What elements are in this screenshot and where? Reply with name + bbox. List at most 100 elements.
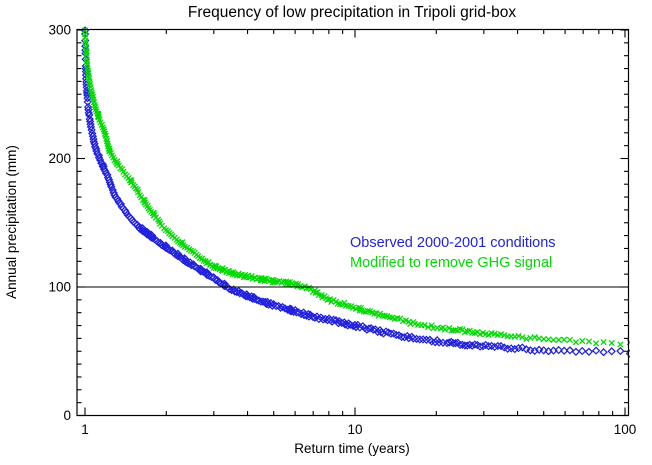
x-axis-label: Return time (years) — [294, 441, 410, 456]
x-marker — [150, 209, 158, 217]
diamond-marker — [493, 341, 502, 351]
diamond-marker — [409, 334, 418, 343]
x-marker — [550, 336, 557, 344]
diamond-marker — [287, 306, 296, 316]
legend-observed-label: Observed 2000-2001 conditions — [350, 235, 556, 251]
diamond-marker — [173, 252, 183, 261]
x-marker — [579, 337, 586, 345]
x-marker — [585, 338, 593, 345]
x-marker — [555, 336, 562, 343]
diamond-marker — [392, 330, 401, 340]
diamond-marker — [381, 327, 391, 336]
diamond-marker — [271, 301, 281, 311]
diamond-marker — [234, 286, 243, 296]
diamond-marker — [369, 325, 378, 334]
x-marker — [424, 323, 432, 331]
diamond-marker — [578, 346, 587, 356]
diamond-marker — [323, 316, 332, 325]
axis-tick-labels: 1 10 100 0 100 200 300 — [48, 23, 636, 438]
x-marker — [566, 336, 574, 344]
diamond-marker — [190, 262, 199, 271]
diamond-marker — [591, 346, 601, 355]
diamond-marker — [198, 267, 207, 276]
diamond-marker — [230, 287, 240, 296]
diamond-marker — [422, 335, 431, 344]
diamond-marker — [554, 345, 563, 355]
diamond-marker — [90, 142, 100, 151]
x-marker — [545, 336, 552, 343]
diamond-marker — [89, 134, 98, 144]
diamond-marker — [214, 277, 223, 287]
x-tick-label: 10 — [347, 422, 362, 437]
diamond-marker — [252, 295, 261, 304]
diamond-marker — [192, 263, 201, 272]
diamond-marker — [539, 346, 548, 355]
x-marker — [561, 336, 568, 343]
diamond-marker — [327, 317, 337, 326]
diamond-marker — [250, 294, 259, 304]
x-marker — [441, 326, 449, 333]
diamond-marker — [510, 344, 519, 354]
diamond-marker — [106, 180, 115, 189]
x-marker — [312, 289, 319, 297]
diamond-marker — [107, 182, 116, 191]
x-marker — [407, 320, 414, 328]
diamond-marker — [166, 246, 175, 255]
y-tick-label: 300 — [48, 23, 71, 38]
x-marker — [379, 312, 386, 319]
diamond-marker — [530, 346, 539, 356]
diamond-marker — [451, 339, 460, 348]
x-marker — [452, 327, 459, 334]
diamond-marker — [484, 342, 493, 351]
diamond-marker — [340, 320, 350, 329]
diamond-marker — [584, 347, 594, 356]
diamond-marker — [205, 271, 214, 281]
x-marker — [100, 126, 107, 133]
x-marker — [600, 338, 607, 346]
diamond-marker — [490, 342, 499, 352]
x-tick-label: 1 — [81, 422, 89, 437]
x-marker — [485, 331, 492, 338]
diamond-marker — [209, 273, 218, 282]
x-tick-label: 100 — [614, 422, 637, 437]
x-marker — [128, 177, 135, 184]
diamond-marker — [560, 346, 569, 355]
diamond-marker — [599, 348, 608, 357]
diamond-marker — [235, 289, 244, 298]
diamond-marker — [470, 340, 479, 349]
y-tick-label: 0 — [63, 408, 71, 423]
diamond-marker — [299, 310, 309, 320]
diamond-marker — [478, 342, 488, 351]
x-marker — [515, 332, 522, 340]
diamond-marker — [415, 335, 424, 344]
x-marker — [501, 332, 508, 339]
diamond-marker — [386, 329, 396, 338]
diamond-marker — [565, 346, 575, 355]
diamond-marker — [518, 343, 527, 352]
diamond-marker — [607, 347, 616, 356]
x-marker — [91, 101, 98, 109]
diamond-marker — [87, 125, 96, 135]
x-marker — [371, 310, 378, 317]
diamond-marker — [321, 314, 330, 324]
diamond-marker — [304, 309, 313, 319]
diamond-marker — [571, 347, 581, 356]
diamond-marker — [292, 308, 301, 317]
x-marker — [83, 56, 90, 63]
x-marker — [364, 307, 372, 315]
diamond-marker — [207, 272, 216, 282]
diamond-marker — [364, 324, 374, 333]
diamond-marker — [500, 343, 509, 352]
series-modified-markers — [81, 27, 630, 348]
diamond-marker — [400, 333, 409, 342]
plot-border — [76, 28, 630, 417]
diamond-marker — [82, 86, 92, 95]
diamond-marker — [86, 122, 96, 132]
diamond-marker — [248, 294, 257, 303]
diamond-marker — [83, 97, 92, 107]
diamond-marker — [302, 311, 311, 320]
diamond-marker — [203, 268, 212, 277]
diamond-marker — [350, 320, 360, 330]
diamond-marker — [458, 340, 467, 349]
